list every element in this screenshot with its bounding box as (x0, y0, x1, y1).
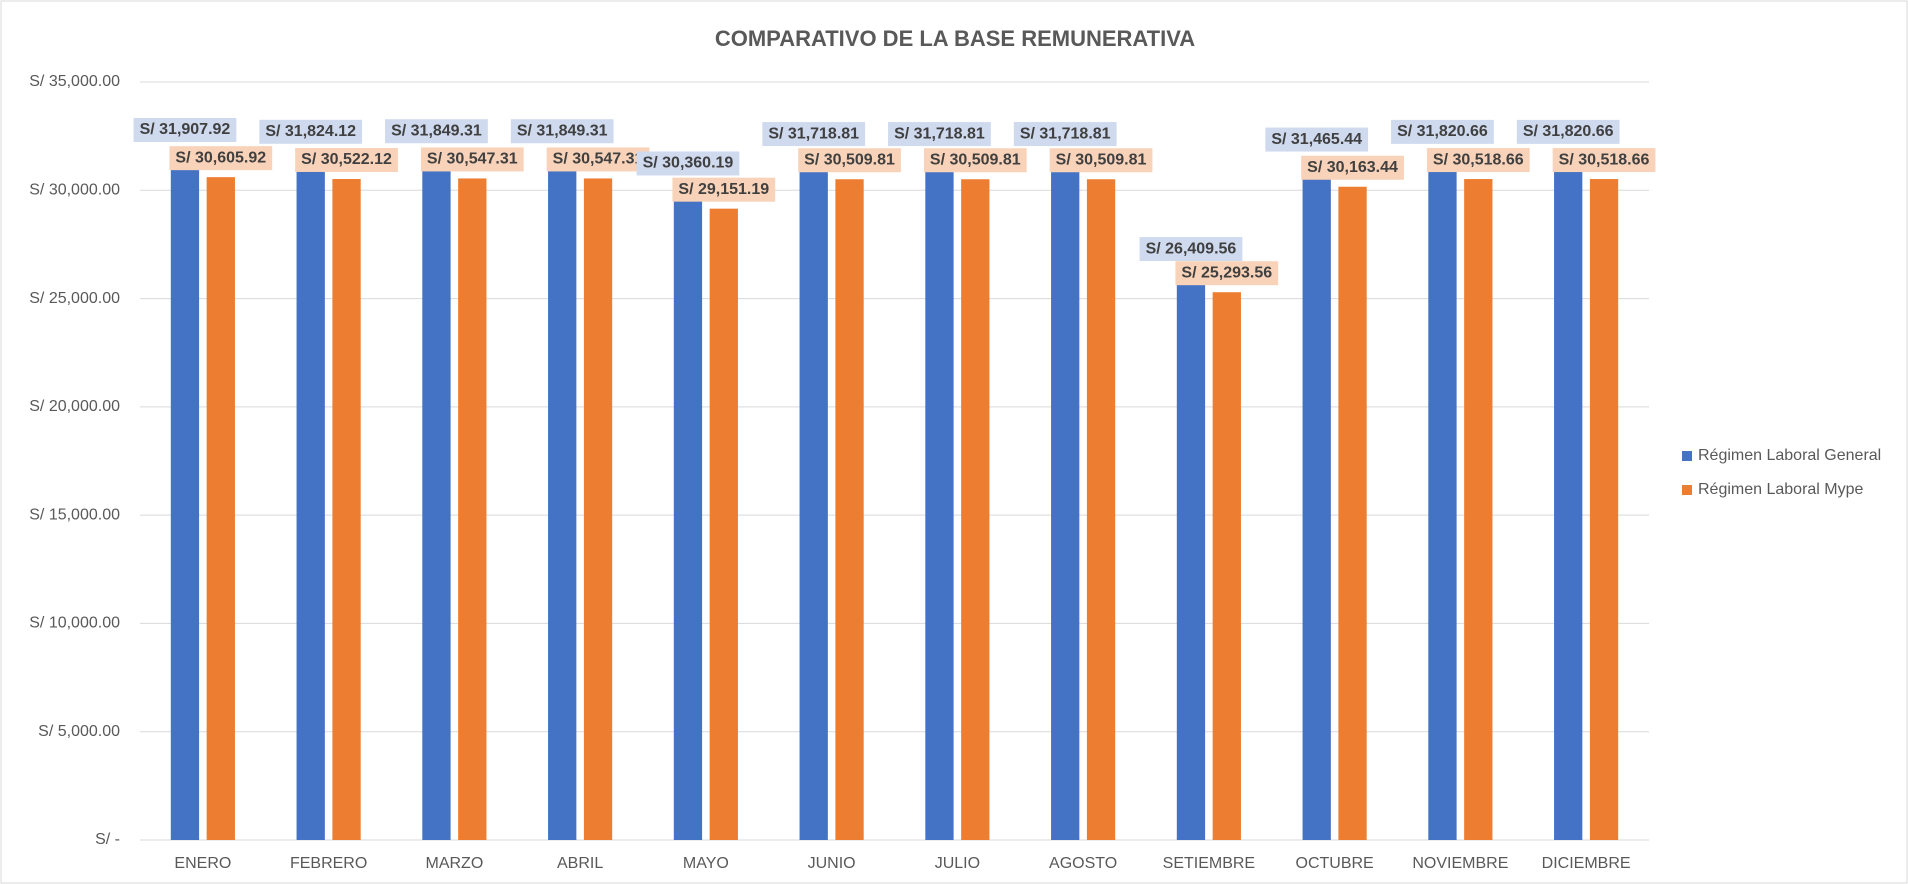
value-label-bg (923, 148, 1027, 173)
legend-swatch (1682, 451, 1692, 461)
value-label-bg (510, 119, 614, 144)
value-label-bg (1301, 155, 1404, 180)
bar (1302, 158, 1331, 841)
value-label-bg (888, 122, 991, 147)
bar (961, 179, 990, 840)
value-label-bg (546, 147, 650, 172)
value-label-bg (1139, 237, 1243, 262)
value-label: S/ 31,824.12 (265, 123, 356, 140)
x-tick-label: MARZO (425, 855, 483, 872)
y-tick-label: S/ 35,000.00 (29, 73, 120, 90)
bar (799, 153, 828, 840)
y-tick-label: S/ - (95, 831, 120, 848)
bar (1554, 150, 1583, 841)
value-label: S/ 30,518.66 (1433, 151, 1524, 168)
value-label-bg (1049, 148, 1153, 173)
bar (548, 150, 577, 841)
bar (1338, 186, 1367, 840)
value-label-bg (1391, 119, 1494, 144)
bar (422, 150, 451, 841)
value-label-bg (1175, 261, 1279, 286)
bar (332, 178, 361, 840)
value-label-bg (133, 117, 237, 142)
legend-label: Régimen Laboral Mype (1698, 481, 1864, 498)
value-label-bg (420, 147, 524, 172)
value-label: S/ 30,518.66 (1559, 151, 1650, 168)
x-tick-label: NOVIEMBRE (1412, 855, 1508, 872)
value-label: S/ 31,820.66 (1523, 123, 1614, 140)
x-tick-label: ENERO (174, 855, 231, 872)
y-tick-label: S/ 25,000.00 (29, 290, 120, 307)
value-label-bg (1013, 122, 1117, 147)
x-tick-label: MAYO (683, 855, 729, 872)
bar (1176, 268, 1206, 840)
value-label: S/ 30,360.19 (643, 155, 734, 172)
value-label: S/ 30,547.31 (427, 151, 518, 168)
value-label: S/ 31,820.66 (1397, 123, 1488, 140)
legend-label: Régimen Laboral General (1698, 447, 1881, 464)
legend-swatch (1682, 485, 1692, 495)
bar (1051, 153, 1080, 840)
value-label: S/ 31,849.31 (517, 122, 608, 139)
value-label: S/ 25,293.56 (1181, 264, 1272, 281)
value-label: S/ 30,509.81 (804, 151, 895, 168)
value-label: S/ 31,465.44 (1271, 131, 1362, 148)
value-label-bg (169, 146, 273, 171)
chart-title: COMPARATIVO DE LA BASE REMUNERATIVA (715, 26, 1195, 51)
value-label: S/ 30,547.31 (553, 151, 644, 168)
x-tick-label: ABRIL (557, 855, 603, 872)
value-label-bg (385, 119, 488, 144)
value-label: S/ 29,151.19 (678, 181, 769, 198)
y-tick-label: S/ 20,000.00 (29, 398, 120, 415)
value-label-bg (1516, 119, 1620, 144)
value-label-bg (1426, 148, 1530, 173)
bar (458, 178, 487, 840)
y-tick-label: S/ 5,000.00 (38, 723, 120, 740)
value-label-bg (672, 177, 776, 202)
bar (206, 177, 235, 841)
y-tick-label: S/ 15,000.00 (29, 506, 120, 523)
value-label-bg (1265, 127, 1369, 152)
value-label-bg (1552, 148, 1656, 173)
bar (925, 153, 954, 840)
value-label: S/ 31,718.81 (1020, 125, 1111, 142)
bar (835, 179, 864, 840)
value-label-bg (259, 119, 363, 144)
value-label-bg (636, 151, 740, 176)
x-tick-label: SETIEMBRE (1163, 855, 1255, 872)
bar (170, 148, 200, 840)
value-label: S/ 30,522.12 (301, 151, 392, 168)
value-label: S/ 30,163.44 (1307, 159, 1398, 176)
value-label: S/ 26,409.56 (1146, 240, 1237, 257)
x-tick-label: FEBRERO (290, 855, 367, 872)
value-label-bg (295, 147, 398, 172)
value-label: S/ 30,605.92 (175, 149, 266, 166)
x-tick-label: AGOSTO (1049, 855, 1117, 872)
x-tick-label: JUNIO (808, 855, 856, 872)
y-tick-label: S/ 30,000.00 (29, 182, 120, 199)
x-tick-label: JULIO (935, 855, 980, 872)
value-label: S/ 30,509.81 (930, 151, 1021, 168)
bar (1428, 150, 1457, 841)
y-tick-label: S/ 10,000.00 (29, 615, 120, 632)
value-label-bg (798, 148, 901, 173)
value-label: S/ 31,718.81 (768, 125, 859, 142)
x-tick-label: OCTUBRE (1296, 855, 1374, 872)
bar (709, 208, 738, 840)
bar (1212, 292, 1241, 840)
value-label: S/ 31,907.92 (140, 121, 231, 138)
value-label: S/ 30,509.81 (1056, 151, 1147, 168)
value-label: S/ 31,849.31 (391, 122, 482, 139)
value-label-bg (762, 122, 866, 147)
bar (673, 182, 703, 840)
bar (1086, 179, 1116, 840)
bar (583, 178, 613, 840)
x-tick-label: DICIEMBRE (1542, 855, 1631, 872)
value-label: S/ 31,718.81 (894, 125, 985, 142)
bar (1589, 179, 1619, 840)
bar (296, 150, 325, 840)
bar (1464, 179, 1493, 840)
